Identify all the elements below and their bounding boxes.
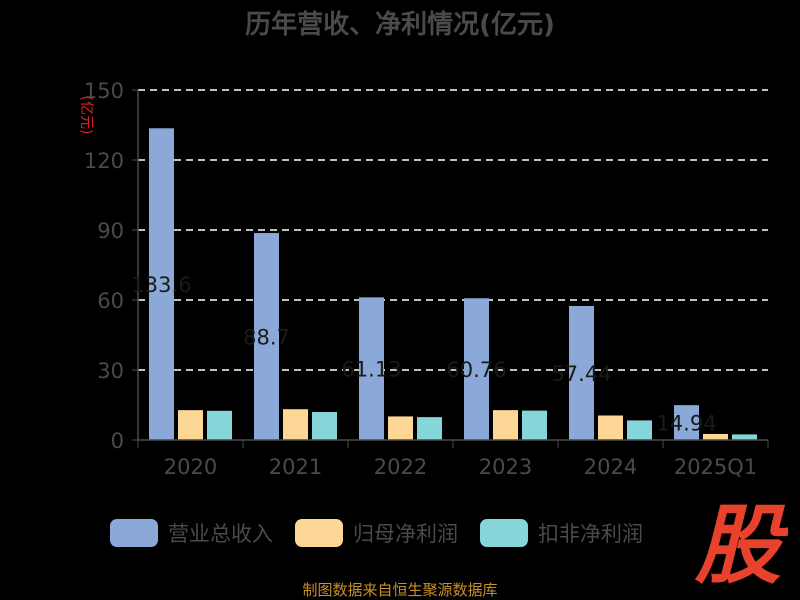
x-tick-label: 2021 — [269, 455, 322, 479]
bar-net-profit — [283, 409, 308, 440]
legend-label: 扣非净利润 — [538, 522, 643, 546]
x-tick-label: 2024 — [584, 455, 637, 479]
bar-net-profit — [598, 415, 623, 440]
x-tick-label: 2020 — [164, 455, 217, 479]
y-tick-label: 150 — [84, 79, 124, 103]
legend-swatch — [295, 519, 343, 547]
legend-item: 营业总收入 — [110, 518, 273, 548]
x-tick-label: 2025Q1 — [674, 455, 757, 479]
bar-revenue — [149, 128, 174, 440]
legend-label: 营业总收入 — [168, 522, 273, 546]
chart-title: 历年营收、净利情况(亿元) — [245, 10, 555, 40]
stock-logo-text: 股 — [694, 497, 788, 589]
data-source-note: 制图数据来自恒生聚源数据库 — [302, 581, 498, 599]
bar-deducted-net-profit — [732, 434, 757, 440]
legend-swatch — [480, 519, 528, 547]
y-tick-label: 120 — [84, 149, 124, 173]
bar-deducted-net-profit — [207, 410, 232, 440]
data-labels: 133.6 88.7 61.13 60.76 57.44 14.94 — [131, 273, 716, 435]
bar-revenue — [464, 298, 489, 440]
bar-net-profit — [493, 410, 518, 440]
data-label: 88.7 — [243, 326, 290, 350]
y-tick-label: 90 — [97, 219, 124, 243]
legend-item: 扣非净利润 — [480, 518, 643, 548]
y-tick-label: 0 — [111, 429, 124, 453]
bar-revenue — [359, 297, 384, 440]
stock-logo: 股 — [694, 497, 788, 589]
y-axis-label: (亿元) — [78, 96, 94, 135]
y-tick-label: 30 — [97, 359, 124, 383]
data-label: 60.76 — [446, 358, 506, 382]
data-label: 61.13 — [341, 358, 401, 382]
y-tick-label: 60 — [97, 289, 124, 313]
data-label: 133.6 — [131, 273, 191, 297]
bar-revenue — [569, 305, 594, 440]
x-tick-label: 2022 — [374, 455, 427, 479]
legend-item: 归母净利润 — [295, 518, 458, 548]
bar-deducted-net-profit — [417, 417, 442, 440]
bar-revenue — [674, 405, 699, 440]
legend: 营业总收入 归母净利润 扣非净利润 — [110, 518, 643, 548]
bar-deducted-net-profit — [312, 412, 337, 440]
legend-swatch — [110, 519, 158, 547]
bar-net-profit — [388, 416, 413, 440]
bar-deducted-net-profit — [627, 420, 652, 440]
legend-label: 归母净利润 — [353, 522, 458, 546]
bars — [149, 128, 757, 440]
grid-lines — [138, 89, 768, 371]
bar-net-profit — [703, 433, 728, 440]
data-label: 14.94 — [656, 412, 716, 436]
bar-net-profit — [178, 410, 203, 440]
data-label: 57.44 — [551, 362, 611, 386]
bar-deducted-net-profit — [522, 410, 547, 440]
axes: 0 30 60 90 120 150 2020 2021 2022 2023 2024 2025Q1 — [84, 79, 769, 479]
x-tick-label: 2023 — [479, 455, 532, 479]
bar-revenue — [254, 233, 279, 440]
